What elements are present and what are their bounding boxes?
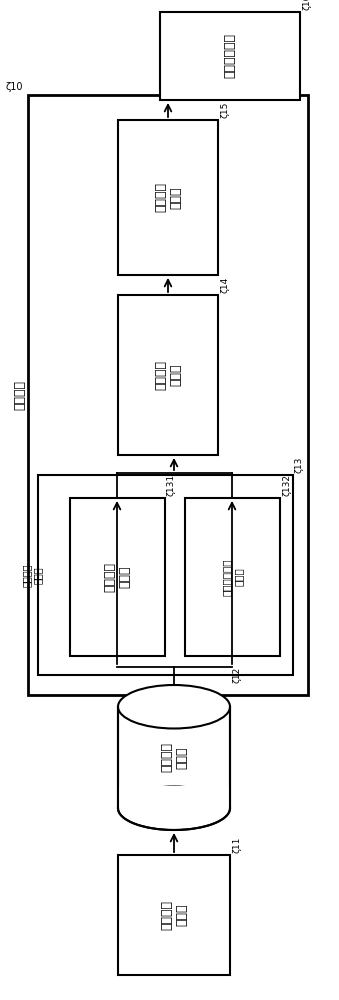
Text: ζ11: ζ11 (232, 837, 241, 853)
Bar (160, 12, 300, 100)
Bar (185, 498, 280, 656)
Text: ζ15: ζ15 (220, 102, 229, 118)
Bar (118, 855, 230, 975)
Text: 刀具路径
解析部: 刀具路径 解析部 (103, 562, 132, 592)
Bar (70, 498, 165, 656)
Ellipse shape (118, 786, 230, 830)
Text: ζ13: ζ13 (295, 457, 304, 473)
Ellipse shape (118, 685, 230, 728)
Text: 电动机驱动部: 电动机驱动部 (223, 33, 237, 79)
Text: 数控装置: 数控装置 (14, 380, 26, 410)
Text: ζ132: ζ132 (282, 474, 291, 496)
Bar (117, 786, 231, 808)
Text: 加工程序
解析部: 加工程序 解析部 (21, 563, 43, 587)
Text: ζ14: ζ14 (220, 277, 229, 293)
Bar (118, 120, 218, 275)
Text: ζ12: ζ12 (232, 667, 241, 683)
Text: ζ16: ζ16 (302, 0, 311, 10)
Text: 加工程序
输入部: 加工程序 输入部 (160, 900, 188, 930)
Text: 加工程序
存储部: 加工程序 存储部 (160, 742, 188, 772)
Bar (118, 707, 230, 808)
Bar (28, 95, 308, 695)
Bar (38, 475, 293, 675)
Text: 曲线路径
插补部: 曲线路径 插补部 (154, 182, 182, 213)
Text: 曲线路径
生成部: 曲线路径 生成部 (154, 360, 182, 390)
Text: ζ10: ζ10 (5, 82, 23, 92)
Text: ζ131: ζ131 (167, 474, 176, 496)
Text: 形状特征信息
解析部: 形状特征信息 解析部 (222, 558, 243, 596)
Bar (118, 295, 218, 455)
